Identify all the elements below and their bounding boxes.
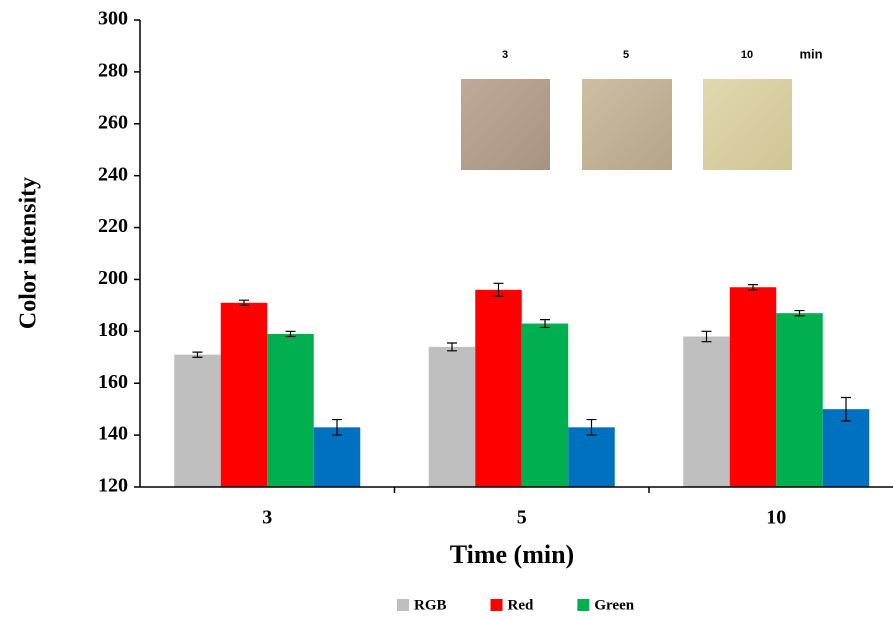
error-bar <box>540 319 550 329</box>
bar <box>475 289 522 487</box>
x-tick-label: 5 <box>517 507 527 529</box>
error-bar <box>701 330 712 343</box>
inset-unit: min <box>799 46 822 61</box>
error-bar <box>586 418 597 436</box>
bar <box>428 346 476 487</box>
bar <box>313 427 361 487</box>
y-axis-title: Color intensity <box>16 177 42 329</box>
bar <box>776 313 823 487</box>
y-tick-label: 180 <box>98 319 128 341</box>
error-bar <box>493 282 504 297</box>
error-bar <box>285 330 296 338</box>
bar <box>683 336 730 487</box>
y-tick-label: 120 <box>98 475 128 497</box>
y-tick-label: 280 <box>98 59 128 81</box>
bar <box>822 409 870 487</box>
inset-label: 5 <box>623 49 629 61</box>
legend-label: RGB <box>414 597 447 613</box>
y-tick-label: 260 <box>98 111 128 133</box>
legend-swatch <box>490 599 503 611</box>
legend-label: Red <box>508 597 534 613</box>
bar <box>729 287 777 487</box>
bar <box>174 354 221 487</box>
error-bar <box>447 342 457 352</box>
legend-swatch <box>577 599 590 611</box>
x-axis-title: Time (min) <box>450 540 574 569</box>
error-bar <box>748 284 758 291</box>
y-tick-label: 140 <box>98 423 128 445</box>
error-bar <box>794 309 805 317</box>
y-tick-label: 240 <box>98 163 128 185</box>
y-tick-label: 200 <box>98 267 128 289</box>
error-bar <box>841 396 851 422</box>
swatch <box>703 79 792 170</box>
swatch <box>582 79 672 170</box>
error-bar <box>332 418 342 436</box>
inset-label: 10 <box>741 49 753 61</box>
error-bar <box>239 299 249 306</box>
inset-label: 3 <box>502 49 508 61</box>
bar <box>521 323 569 487</box>
y-tick-label: 300 <box>98 8 128 30</box>
error-bar <box>192 351 203 358</box>
legend-label: Green <box>594 597 634 613</box>
x-tick-label: 3 <box>262 507 272 529</box>
x-tick-label: 10 <box>766 507 786 529</box>
bar <box>568 427 615 487</box>
bar <box>220 302 268 487</box>
bar <box>267 333 314 487</box>
y-tick-label: 220 <box>98 215 128 237</box>
swatch <box>461 79 550 170</box>
y-tick-label: 160 <box>98 371 128 393</box>
legend-swatch <box>397 599 409 611</box>
